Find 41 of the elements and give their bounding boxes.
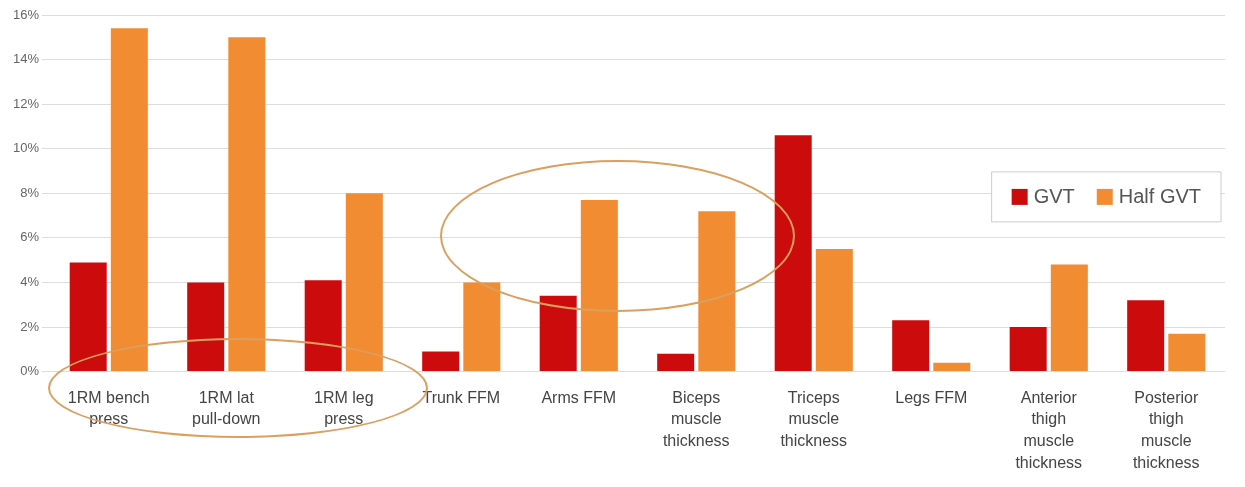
y-tick-label: 4% xyxy=(20,274,40,290)
x-tick-label: 1RM lat pull-down xyxy=(192,388,261,428)
bar xyxy=(304,280,342,372)
x-tick-label: Trunk FFM xyxy=(422,388,501,406)
bar xyxy=(228,37,266,372)
legend-label: Half GVT xyxy=(1118,185,1202,208)
bar xyxy=(933,362,971,372)
bar xyxy=(815,249,853,372)
x-tick-label: Triceps muscle thickness xyxy=(780,388,848,450)
y-tick-label: 2% xyxy=(20,318,40,334)
bar xyxy=(422,351,460,372)
y-tick-label: 6% xyxy=(20,229,40,245)
bar xyxy=(1127,300,1165,372)
bar xyxy=(1168,333,1206,372)
bar xyxy=(698,211,736,372)
y-tick-label: 12% xyxy=(12,95,40,111)
x-tick-label: 1RM leg press xyxy=(313,388,374,428)
x-tick-label: Anterior thigh muscle thickness xyxy=(1015,388,1083,471)
bar xyxy=(345,193,383,372)
bar xyxy=(463,282,501,372)
bar xyxy=(1050,264,1088,372)
bar xyxy=(892,320,930,372)
bar xyxy=(1009,327,1047,372)
legend-label: GVT xyxy=(1033,185,1075,208)
x-tick-label: Biceps muscle thickness xyxy=(662,388,730,450)
y-tick-label: 0% xyxy=(20,363,40,379)
bar xyxy=(110,28,148,372)
x-tick-label: Arms FFM xyxy=(541,388,617,406)
x-tick-label: 1RM bench press xyxy=(67,388,150,428)
bar xyxy=(657,353,695,372)
bar xyxy=(774,135,812,372)
y-tick-label: 8% xyxy=(20,184,40,200)
bar xyxy=(69,262,107,372)
y-tick-label: 16% xyxy=(12,6,40,22)
y-tick-label: 14% xyxy=(12,51,40,67)
bar xyxy=(187,282,225,372)
bar xyxy=(580,199,618,372)
x-tick-label: Legs FFM xyxy=(895,388,968,406)
bar xyxy=(539,295,577,372)
y-tick-label: 10% xyxy=(12,140,40,156)
x-tick-label: Posterior thigh muscle thickness xyxy=(1132,388,1200,471)
